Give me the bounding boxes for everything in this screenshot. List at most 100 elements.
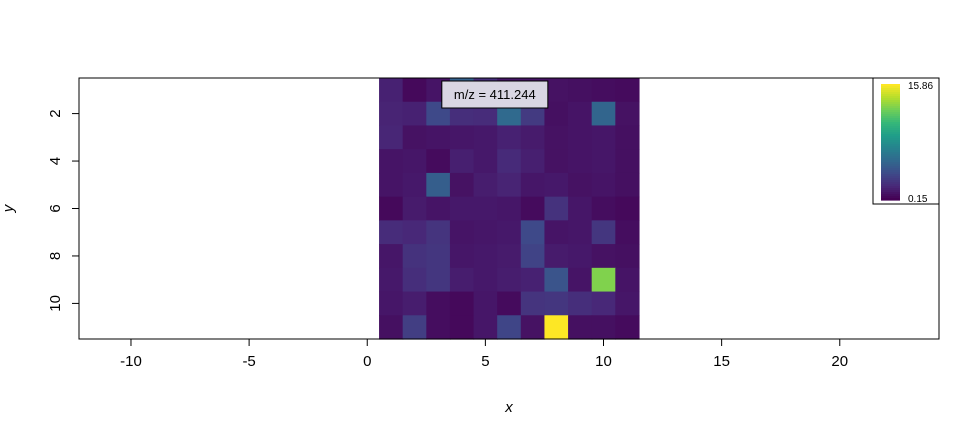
y-axis-title: y xyxy=(0,203,17,213)
heatmap-cell xyxy=(497,292,521,316)
colorbar-gradient xyxy=(881,84,900,201)
y-tick-label: 8 xyxy=(47,252,64,260)
heatmap-cell xyxy=(592,268,616,292)
heatmap-cell xyxy=(592,244,616,268)
heatmap-cell xyxy=(521,292,545,316)
heatmap-cell xyxy=(544,315,568,339)
heatmap-cell xyxy=(521,197,545,221)
heatmap-cell xyxy=(474,220,498,244)
heatmap-cell xyxy=(521,125,545,149)
heatmap-cell xyxy=(592,292,616,316)
heatmap-cell xyxy=(426,125,450,149)
heatmap-cell xyxy=(592,173,616,197)
heatmap-cell xyxy=(592,149,616,173)
heatmap-cell xyxy=(521,149,545,173)
heatmap-cell xyxy=(615,244,639,268)
heatmap-cell xyxy=(403,220,427,244)
heatmap-cell xyxy=(403,173,427,197)
heatmap-cell xyxy=(450,125,474,149)
heatmap-cell xyxy=(379,102,403,126)
heatmap-cell xyxy=(544,244,568,268)
heatmap-cell xyxy=(379,315,403,339)
heatmap-cell xyxy=(474,244,498,268)
heatmap-cell xyxy=(379,268,403,292)
heatmap-cell xyxy=(450,173,474,197)
heatmap-cell xyxy=(426,149,450,173)
mz-annotation: m/z = 411.244 xyxy=(442,81,548,108)
heatmap-cell xyxy=(615,315,639,339)
heatmap-cell xyxy=(568,173,592,197)
heatmap-cell xyxy=(426,315,450,339)
heatmap-cell xyxy=(403,78,427,102)
heatmap-cell xyxy=(615,292,639,316)
heatmap-cell xyxy=(615,78,639,102)
x-axis-title: x xyxy=(504,399,513,416)
heatmap-cell xyxy=(568,102,592,126)
x-tick-label: 20 xyxy=(831,353,848,370)
heatmap-cell xyxy=(544,292,568,316)
heatmap-cell xyxy=(497,173,521,197)
heatmap-cell xyxy=(474,268,498,292)
heatmap-cell xyxy=(497,268,521,292)
heatmap-cell xyxy=(497,315,521,339)
heatmap-cell xyxy=(474,173,498,197)
heatmap-cell xyxy=(474,197,498,221)
colorbar-min-label: 0.15 xyxy=(908,194,928,205)
x-tick-label: 10 xyxy=(595,353,612,370)
colorbar-step xyxy=(881,198,900,201)
heatmap-cell xyxy=(403,125,427,149)
heatmap-cell xyxy=(544,220,568,244)
heatmap-cell xyxy=(474,149,498,173)
heatmap-cell xyxy=(521,268,545,292)
heatmap-cell xyxy=(450,244,474,268)
heatmap-cell xyxy=(403,268,427,292)
heatmap-cell xyxy=(615,102,639,126)
heatmap-cell xyxy=(615,149,639,173)
heatmap-cell xyxy=(568,268,592,292)
heatmap-cell xyxy=(379,173,403,197)
heatmap-cell xyxy=(497,220,521,244)
mz-annotation-label: m/z = 411.244 xyxy=(454,87,536,102)
y-axis: 246810 xyxy=(47,109,79,311)
heatmap-cell xyxy=(497,244,521,268)
heatmap-cell xyxy=(592,220,616,244)
colorbar-legend: 15.86 0.15 xyxy=(873,78,939,205)
x-tick-label: -10 xyxy=(120,353,142,370)
heatmap-cell xyxy=(544,125,568,149)
heatmap-cell xyxy=(568,149,592,173)
heatmap-cell xyxy=(544,173,568,197)
heatmap-cell xyxy=(426,220,450,244)
heatmap-cell xyxy=(521,315,545,339)
heatmap-cell xyxy=(403,149,427,173)
heatmap-cell xyxy=(379,244,403,268)
heatmap-cell xyxy=(450,292,474,316)
heatmap-cell xyxy=(450,268,474,292)
heatmap-cell xyxy=(379,220,403,244)
y-tick-label: 2 xyxy=(47,109,64,117)
heatmap-cell xyxy=(568,315,592,339)
heatmap-cell xyxy=(403,197,427,221)
heatmap-cell xyxy=(592,125,616,149)
heatmap-cell xyxy=(568,197,592,221)
heatmap-cell xyxy=(450,220,474,244)
heatmap-cell xyxy=(379,149,403,173)
heatmap-cell xyxy=(426,197,450,221)
heatmap-cell xyxy=(450,197,474,221)
heatmap-cell xyxy=(592,315,616,339)
heatmap-cell xyxy=(568,292,592,316)
heatmap-cell xyxy=(403,292,427,316)
heatmap-cell xyxy=(426,173,450,197)
heatmap-cell xyxy=(497,197,521,221)
heatmap-cell xyxy=(521,244,545,268)
heatmap-cell xyxy=(568,244,592,268)
heatmap-cell xyxy=(615,125,639,149)
heatmap-cell xyxy=(403,315,427,339)
heatmap-cell xyxy=(379,125,403,149)
heatmap-cell xyxy=(544,197,568,221)
heatmap-cell xyxy=(426,244,450,268)
heatmap-cell xyxy=(403,244,427,268)
heatmap-cell xyxy=(497,125,521,149)
heatmap-cell xyxy=(568,78,592,102)
heatmap-cell xyxy=(521,173,545,197)
heatmap-cell xyxy=(568,125,592,149)
